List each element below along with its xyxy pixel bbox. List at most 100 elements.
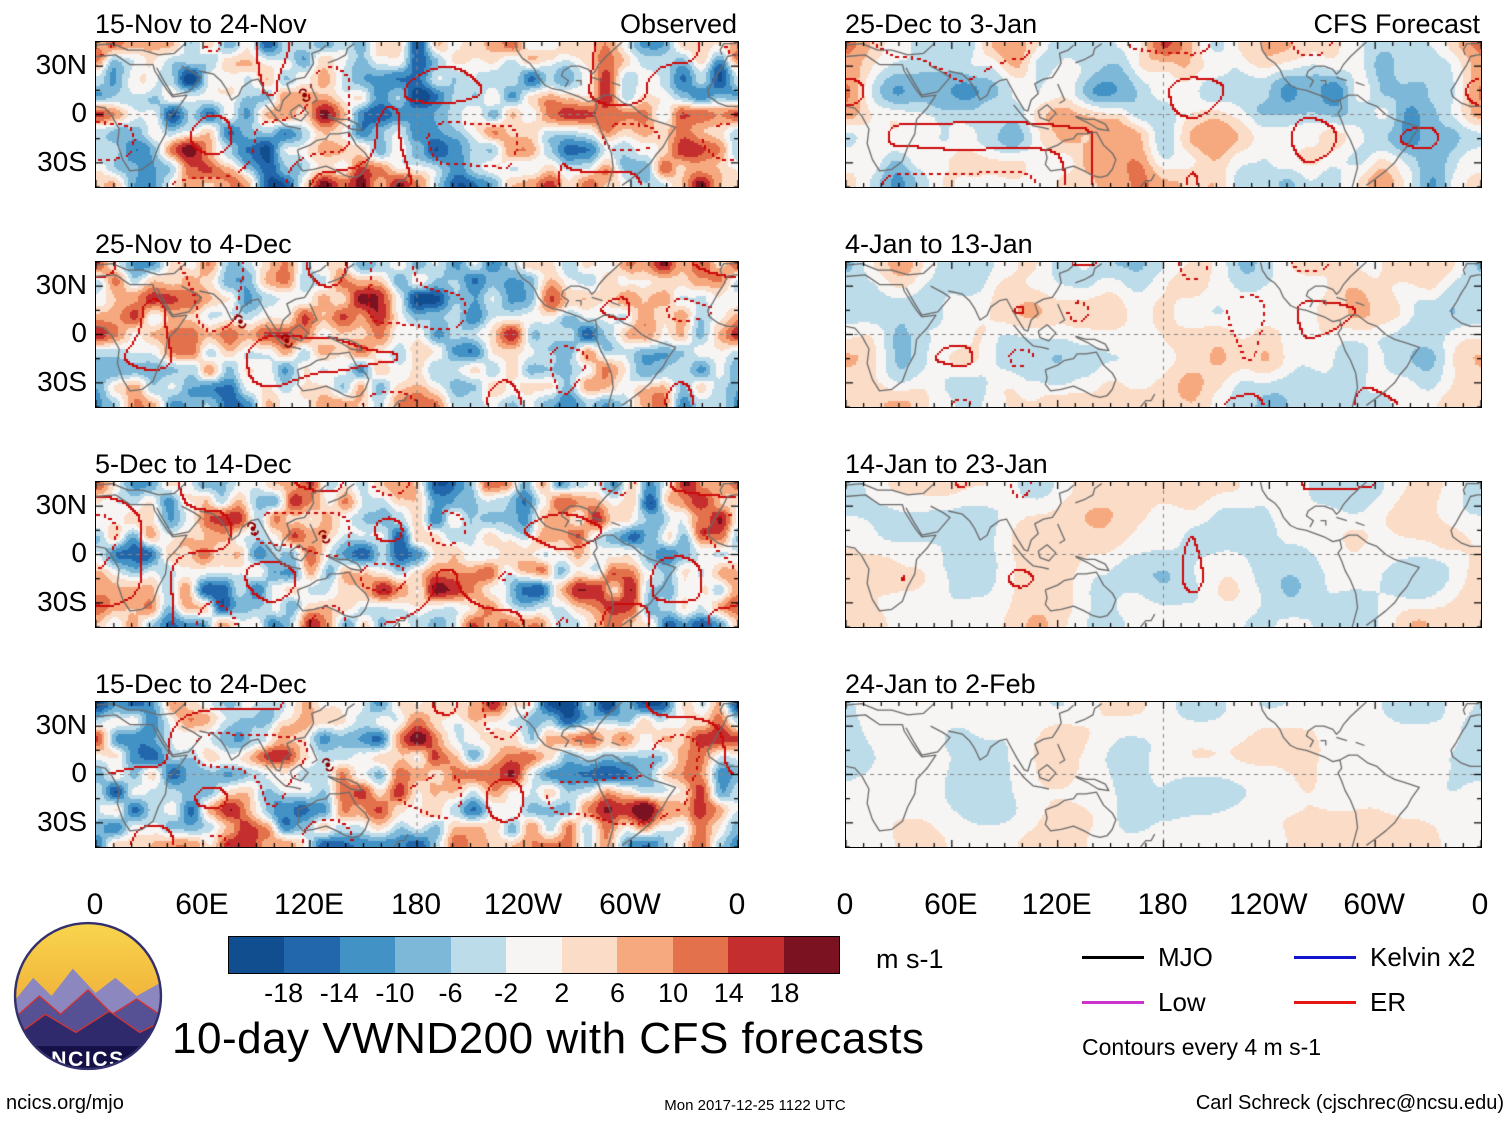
legend-item-mjo: MJO [1082, 942, 1294, 973]
map-panel: 30N 0 30S [36, 261, 739, 408]
map-panel: 30N 0 30S [36, 481, 739, 628]
map-canvas-observed-3 [95, 481, 739, 628]
colorbar-tick-label: 10 [658, 978, 689, 1008]
legend-label: Low [1158, 987, 1206, 1017]
colorbar-tick-label: -18 [264, 978, 304, 1008]
column-label-observed: Observed [619, 8, 737, 39]
map-canvas-observed-2 [95, 261, 739, 408]
panel-title: 24-Jan to 2-Feb [845, 668, 1036, 699]
x-tick-label: 180 [1137, 888, 1188, 921]
legend-label: ER [1370, 987, 1407, 1017]
panel-forecast-3: 14-Jan to 23-Jan [845, 448, 1482, 628]
footer-author: Carl Schreck (cjschrec@ncsu.edu) [1195, 1092, 1504, 1114]
panel-forecast-4: 24-Jan to 2-Feb [845, 668, 1482, 848]
column-label-forecast: CFS Forecast [1313, 8, 1480, 39]
x-tick-label: 120E [273, 888, 345, 921]
panel-observed-3: 5-Dec to 14-Dec 30N 0 30S [36, 448, 739, 628]
colorbar-wrap: -18 -14 -10 -6 -2 2 6 10 14 18 [228, 936, 840, 1008]
colorbar-cell [450, 937, 507, 973]
y-tick-label: 0 [71, 757, 87, 788]
colorbar-cell [506, 937, 562, 973]
x-tick-label: 180 [390, 888, 442, 921]
x-tick-label: 0 [836, 888, 854, 921]
x-axis: 0 60E 120E 180 120W 60W 0 [87, 888, 746, 924]
contour-legend: MJO Kelvin x2 Low ER Contours every 4 m … [1082, 942, 1502, 1061]
colorbar [228, 936, 840, 974]
y-tick-label: 0 [71, 97, 87, 128]
map-panel [845, 41, 1482, 188]
colorbar-cell [339, 937, 396, 973]
colorbar-cell [395, 937, 451, 973]
footer-timestamp: Mon 2017-12-25 1122 UTC [664, 1097, 846, 1114]
y-tick-label: 30S [37, 366, 87, 397]
x-tick-label: 60E [924, 888, 978, 921]
x-tick-label: 60E [175, 888, 229, 921]
panel-title: 4-Jan to 13-Jan [845, 228, 1033, 259]
colorbar-cell [728, 937, 784, 973]
y-tick-label: 30N [35, 489, 87, 520]
x-tick-label: 120W [483, 888, 563, 921]
map-panel [845, 481, 1482, 628]
map-canvas-forecast-1 [845, 41, 1482, 188]
observed-column: 15-Nov to 24-Nov Observed 30N 0 30S 25-Nov… [36, 8, 746, 924]
colorbar-cell [617, 937, 673, 973]
figure-title: 10-day VWND200 with CFS forecasts [172, 1014, 925, 1063]
ncics-logo: NCICS [12, 920, 164, 1072]
x-tick-label: 120W [1229, 888, 1308, 921]
logo-ring [13, 921, 163, 1071]
map-panel: 30N 0 30S [36, 701, 739, 848]
colorbar-cell [783, 937, 839, 973]
x-axis: 0 60E 120E 180 120W 60W 0 [837, 888, 1489, 924]
panel-observed-1: 15-Nov to 24-Nov Observed 30N 0 30S [36, 8, 739, 188]
panel-observed-4: 15-Dec to 24-Dec 30N 0 30S [36, 668, 739, 848]
y-tick-label: 30N [35, 269, 87, 300]
panel-observed-2: 25-Nov to 4-Dec 30N 0 30S [36, 228, 739, 408]
colorbar-tick-label: 6 [609, 978, 625, 1008]
map-canvas-forecast-2 [845, 261, 1482, 408]
logo-text: NCICS [51, 1047, 125, 1071]
kelvin-line-swatch [1294, 956, 1356, 959]
legend-label: Kelvin x2 [1370, 942, 1476, 972]
legend-label: MJO [1158, 942, 1213, 972]
y-tick-label: 0 [71, 537, 87, 568]
y-tick-label: 30S [37, 586, 87, 617]
map-panel [845, 261, 1482, 408]
colorbar-cell [561, 937, 618, 973]
colorbar-unit-label: m s-1 [876, 944, 944, 974]
low-line-swatch [1082, 1001, 1144, 1004]
map-canvas-observed-4 [95, 701, 739, 848]
panel-title: 14-Jan to 23-Jan [845, 448, 1048, 479]
panel-forecast-2: 4-Jan to 13-Jan [845, 228, 1482, 408]
er-line-swatch [1294, 1001, 1356, 1004]
colorbar-cell [672, 937, 729, 973]
x-tick-label: 0 [728, 888, 746, 921]
y-tick-label: 30N [35, 49, 87, 80]
map-canvas-forecast-3 [845, 481, 1482, 628]
y-tick-label: 30S [37, 146, 87, 177]
footer-url: ncics.org/mjo [6, 1092, 124, 1114]
y-tick-label: 30S [37, 806, 87, 837]
colorbar-tick-label: -10 [375, 978, 415, 1008]
panel-title: 25-Dec to 3-Jan [845, 8, 1038, 39]
y-tick-label: 0 [71, 317, 87, 348]
legend-item-kelvin: Kelvin x2 [1294, 942, 1502, 973]
forecast-column: 25-Dec to 3-Jan CFS Forecast 4-Jan to 13… [837, 8, 1489, 924]
map-canvas-observed-1 [95, 41, 739, 188]
colorbar-tick-label: 14 [713, 978, 744, 1008]
legend-item-er: ER [1294, 987, 1502, 1018]
colorbar-tick-label: -6 [438, 978, 463, 1008]
legend-item-low: Low [1082, 987, 1294, 1018]
colorbar-cell [229, 937, 285, 973]
x-tick-label: 0 [1471, 888, 1489, 921]
colorbar-tick-label: -2 [494, 978, 519, 1008]
colorbar-labels: -18 -14 -10 -6 -2 2 6 10 14 18 [228, 976, 840, 1008]
x-tick-label: 120E [1021, 888, 1092, 921]
colorbar-tick-label: 18 [769, 978, 800, 1008]
map-panel: 30N 0 30S [36, 41, 739, 188]
panel-title: 25-Nov to 4-Dec [95, 228, 292, 259]
colorbar-tick-label: 2 [554, 978, 570, 1008]
panel-title: 5-Dec to 14-Dec [95, 448, 292, 479]
mjo-line-swatch [1082, 956, 1144, 959]
x-tick-label: 60W [599, 888, 661, 921]
